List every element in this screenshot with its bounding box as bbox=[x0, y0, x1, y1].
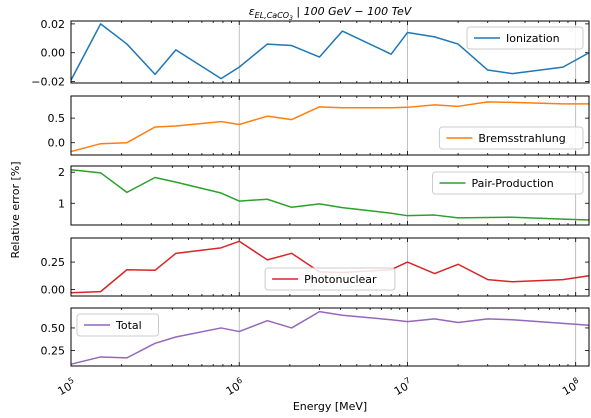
plot-frame bbox=[70, 307, 590, 367]
legend-box bbox=[432, 171, 584, 195]
legend: Total bbox=[76, 313, 159, 337]
y-tick-label: 1 bbox=[58, 197, 65, 210]
y-axis-label: Relative error [%] bbox=[9, 161, 22, 258]
legend-box bbox=[438, 126, 584, 150]
legend-box bbox=[264, 267, 396, 291]
legend-box bbox=[76, 313, 159, 337]
legend-label: Bremsstrahlung bbox=[478, 132, 565, 145]
y-tick-label: 0.25 bbox=[41, 256, 66, 269]
legend-box bbox=[466, 26, 584, 50]
plot-frame bbox=[70, 237, 590, 297]
y-tick-label: 0.5 bbox=[48, 112, 66, 125]
legend-label: Pair-Production bbox=[472, 177, 554, 190]
x-tick-label: 106 bbox=[223, 376, 247, 399]
plot-frame bbox=[70, 20, 590, 84]
y-tick-label: 0.00 bbox=[41, 47, 66, 60]
chart-title-subscript: EL,CaCO bbox=[255, 11, 289, 20]
y-tick-label: 0.0 bbox=[48, 137, 66, 150]
y-tick-label: 0.02 bbox=[41, 18, 66, 31]
subplot-bremsstrahlung: 0.0 0.5 Bremsstrahlung bbox=[48, 95, 590, 156]
subplot-total: 0.25 0.50 Total bbox=[41, 307, 590, 367]
legend: Bremsstrahlung bbox=[438, 126, 584, 150]
x-tick-label: 107 bbox=[391, 376, 415, 399]
chart-title-symbol: ε bbox=[249, 5, 255, 18]
subplot-pair-production: 1 2 Pair-Production bbox=[58, 165, 590, 226]
subplot-ionization: −0.02 0.00 0.02 Ionization bbox=[31, 18, 590, 89]
plot-frame bbox=[70, 165, 590, 226]
y-tick-label: 0.00 bbox=[41, 283, 66, 296]
x-tick-label: 105 bbox=[54, 376, 78, 399]
x-axis-label: Energy [MeV] bbox=[293, 400, 367, 413]
y-tick-label: 0.25 bbox=[41, 345, 66, 358]
legend-label: Total bbox=[115, 319, 142, 332]
y-tick-label: 2 bbox=[58, 166, 65, 179]
y-tick-label: −0.02 bbox=[31, 76, 65, 89]
y-tick-label: 0.50 bbox=[41, 322, 66, 335]
chart-title-subscript-sub: 3 bbox=[289, 15, 293, 22]
legend-label: Ionization bbox=[506, 32, 560, 45]
legend-label: Photonuclear bbox=[304, 273, 377, 286]
plot-frame bbox=[70, 95, 590, 156]
x-tick-label: 108 bbox=[559, 376, 583, 399]
x-tick-labels: 105 106 107 108 bbox=[54, 376, 583, 399]
legend: Pair-Production bbox=[432, 171, 584, 195]
chart-title-range: 100 GeV − 100 TeV bbox=[304, 5, 413, 18]
chart-title-separator: | bbox=[293, 5, 304, 18]
legend: Ionization bbox=[466, 26, 584, 50]
legend: Photonuclear bbox=[264, 267, 396, 291]
subplot-photonuclear: 0.00 0.25 Photonuclear bbox=[41, 237, 590, 297]
subplot-panels: −0.02 0.00 0.02 Ionization 0.0 0.5 Bremsstrahl… bbox=[31, 18, 590, 367]
chart-title: εEL,CaCO3 | 100 GeV − 100 TeV bbox=[249, 5, 413, 22]
